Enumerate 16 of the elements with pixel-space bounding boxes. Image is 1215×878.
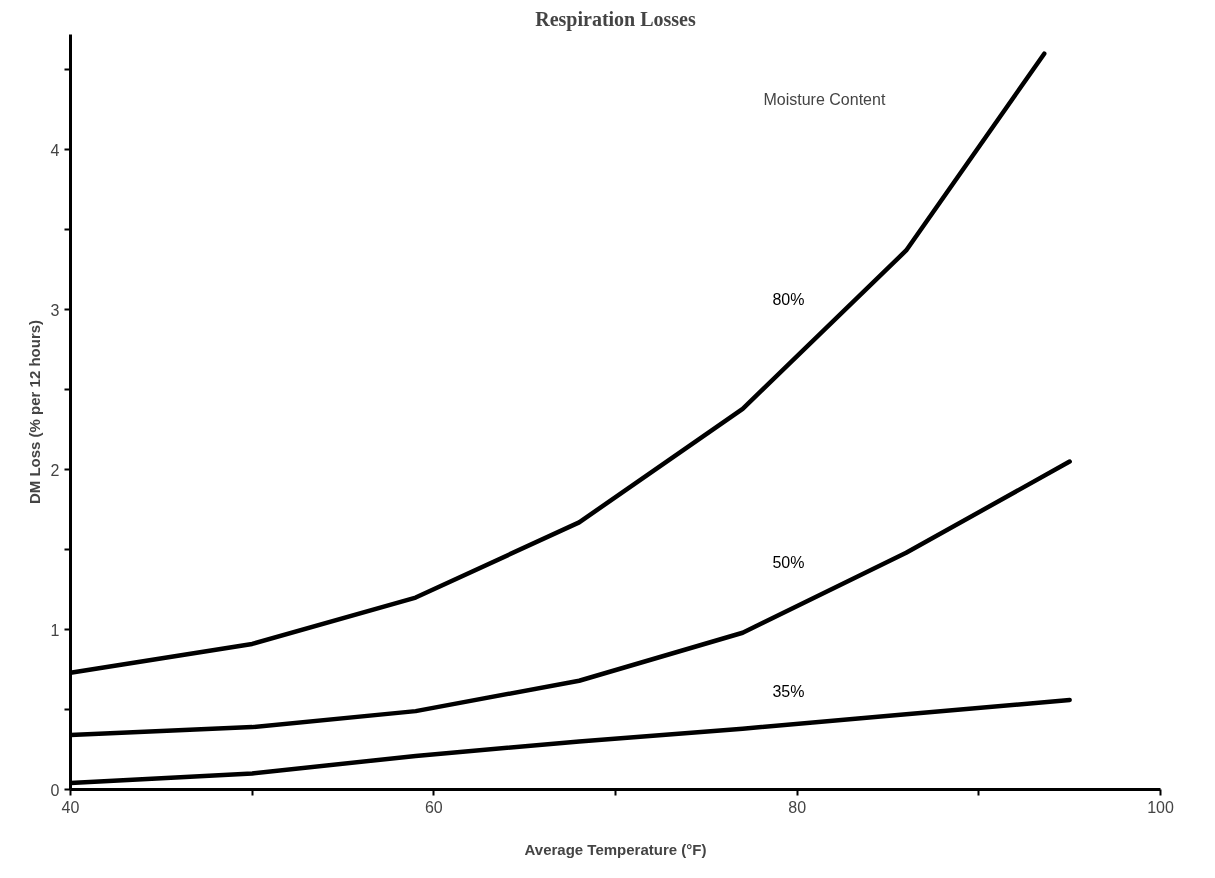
series-label: 80%	[772, 290, 805, 308]
y-tick-label: 3	[50, 301, 60, 319]
series-label: 50%	[772, 553, 805, 571]
x-axis-title: Average Temperature (°F)	[524, 840, 707, 858]
chart-title: Respiration Losses	[535, 7, 696, 31]
y-axis-title: DM Loss (% per 12 hours)	[25, 319, 43, 505]
series-label: 35%	[772, 682, 805, 700]
legend-title: Moisture Content	[763, 90, 886, 108]
y-tick-label: 0	[50, 781, 60, 799]
x-tick-label: 80	[788, 798, 807, 816]
x-tick-label: 60	[424, 798, 443, 816]
y-tick-label: 4	[50, 141, 60, 159]
x-tick-label: 40	[61, 798, 80, 816]
x-tick-label: 100	[1147, 798, 1174, 816]
y-tick-label: 2	[50, 461, 60, 479]
y-tick-label: 1	[50, 621, 60, 639]
